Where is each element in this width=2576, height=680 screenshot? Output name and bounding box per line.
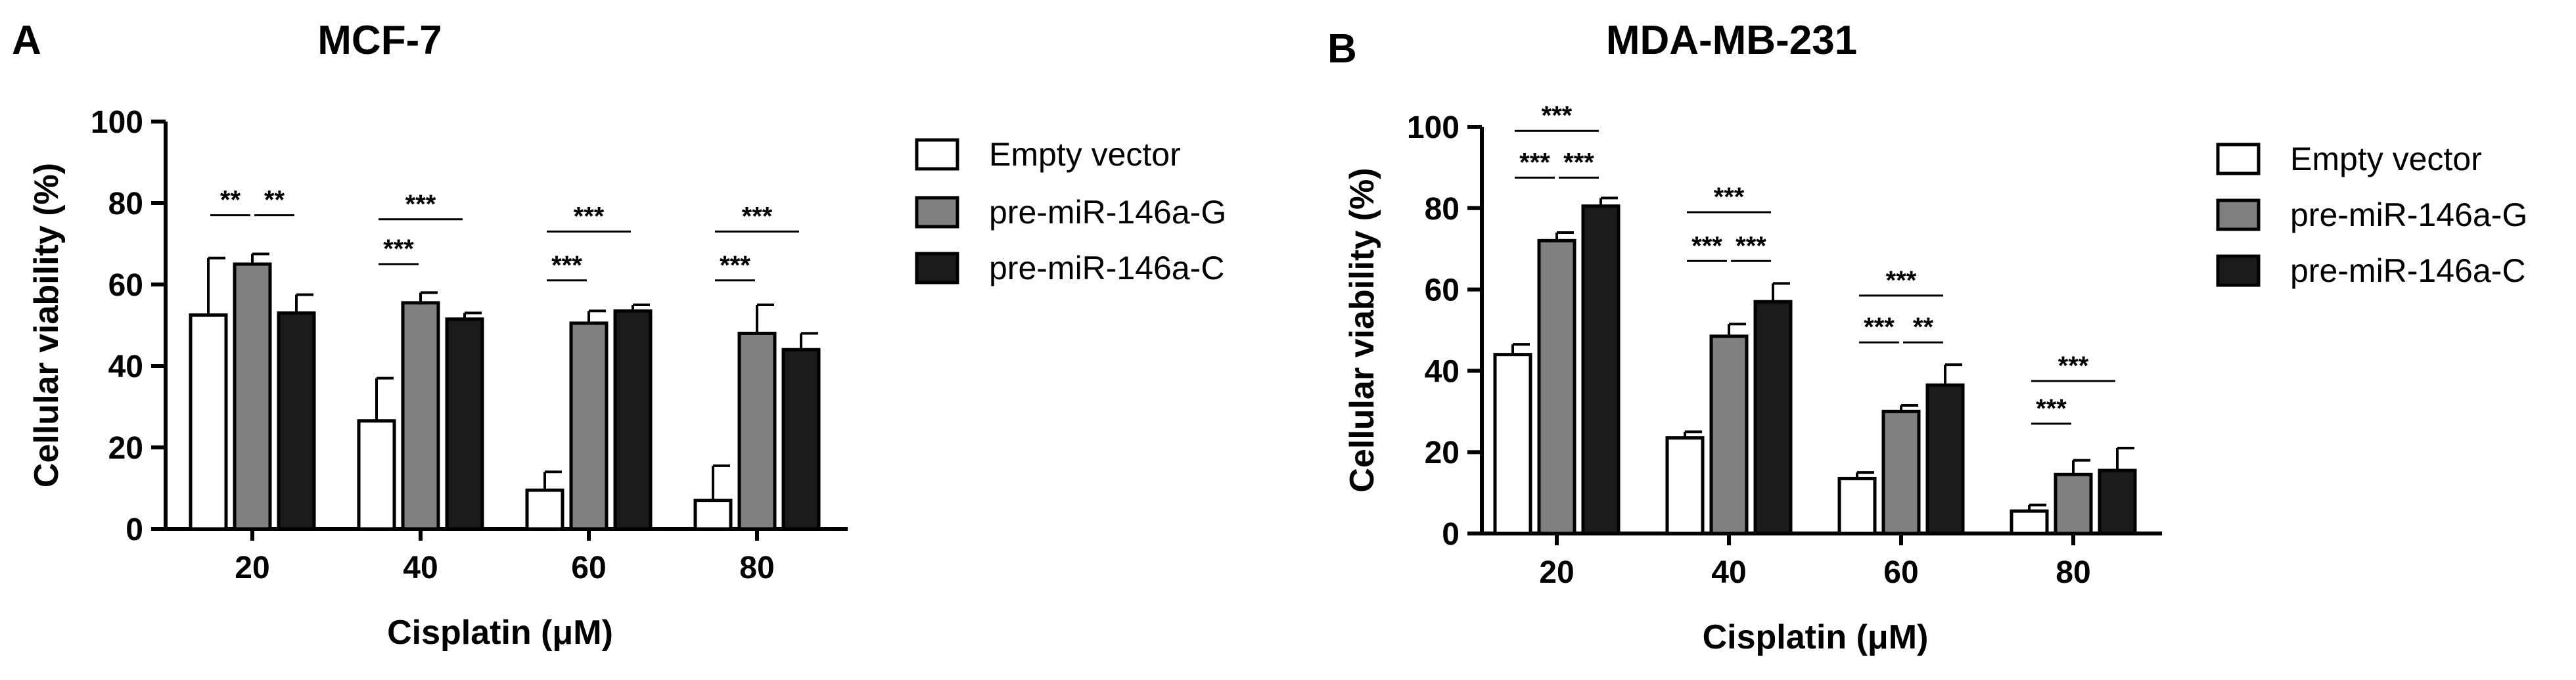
bar-empty-vector bbox=[357, 419, 396, 531]
bar-empty-vector bbox=[693, 499, 733, 531]
significance-stars: *** bbox=[1864, 313, 1895, 342]
panel-a-chart: A MCF-7 0 20 40 60 80 100 Cellular viability (%)… bbox=[12, 18, 1226, 652]
legend-swatch bbox=[915, 252, 959, 284]
significance-stars: *** bbox=[720, 251, 750, 280]
y-tick-label: 60 bbox=[1425, 273, 1460, 308]
significance-stars: *** bbox=[1519, 148, 1550, 177]
significance-stars: *** bbox=[1542, 101, 1573, 130]
legend-label: pre-miR-146a-G bbox=[2290, 196, 2527, 233]
panel-letter: B bbox=[1327, 26, 1357, 72]
bar-pre-mir-146a-g bbox=[233, 262, 272, 531]
legend-swatch bbox=[2216, 254, 2261, 287]
significance-stars: *** bbox=[742, 202, 773, 231]
legend-label: Empty vector bbox=[989, 136, 1181, 173]
significance-stars: *** bbox=[2036, 394, 2067, 423]
bar-empty-vector bbox=[525, 488, 564, 531]
y-tick-label: 0 bbox=[126, 512, 143, 547]
x-tick-label: 80 bbox=[2056, 555, 2090, 590]
x-tick-label: 60 bbox=[1883, 555, 1918, 590]
y-tick-label: 100 bbox=[1407, 110, 1460, 145]
bar-pre-mir-146a-c bbox=[2098, 468, 2137, 535]
significance-stars: ** bbox=[220, 186, 241, 215]
x-tick-label: 20 bbox=[1539, 555, 1574, 590]
significance-stars: *** bbox=[1886, 266, 1917, 295]
panel-letter: A bbox=[12, 18, 41, 63]
significance-stars: *** bbox=[383, 235, 414, 263]
y-tick-label: 40 bbox=[108, 350, 143, 384]
significance-stars: *** bbox=[1714, 183, 1745, 212]
bar-pre-mir-146a-g bbox=[1537, 238, 1576, 535]
significance-stars: *** bbox=[574, 202, 605, 231]
bar-pre-mir-146a-c bbox=[1925, 383, 1965, 535]
legend-swatch bbox=[2216, 198, 2261, 231]
x-axis-label: Cisplatin (μM) bbox=[1703, 618, 1929, 656]
y-tick-label: 80 bbox=[108, 187, 143, 221]
x-tick-label: 60 bbox=[571, 551, 606, 585]
y-tick-label: 0 bbox=[1442, 517, 1460, 552]
significance-stars: *** bbox=[1736, 231, 1766, 260]
x-tick-label: 80 bbox=[739, 551, 774, 585]
panel-title: MCF-7 bbox=[317, 18, 442, 63]
bar-pre-mir-146a-c bbox=[1581, 204, 1621, 535]
bar-pre-mir-146a-g bbox=[569, 321, 609, 531]
legend-label: pre-miR-146a-G bbox=[989, 194, 1226, 231]
y-tick-label: 80 bbox=[1425, 192, 1460, 227]
legend-label: pre-miR-146a-C bbox=[2290, 252, 2525, 289]
y-tick-label: 20 bbox=[1425, 436, 1460, 470]
y-tick-label: 100 bbox=[91, 105, 143, 140]
bar-pre-mir-146a-g bbox=[401, 301, 440, 531]
bar-empty-vector bbox=[1493, 353, 1532, 535]
x-tick-label: 20 bbox=[235, 551, 269, 585]
significance-stars: *** bbox=[1563, 148, 1594, 177]
bar-pre-mir-146a-g bbox=[737, 331, 777, 531]
y-tick-label: 60 bbox=[108, 268, 143, 303]
bar-pre-mir-146a-c bbox=[1753, 300, 1793, 535]
bar-empty-vector bbox=[1665, 436, 1705, 535]
bar-pre-mir-146a-g bbox=[2054, 472, 2093, 535]
significance-stars: *** bbox=[405, 190, 436, 219]
significance-stars: *** bbox=[2058, 351, 2089, 380]
y-axis-label: Cellular viability (%) bbox=[1343, 168, 1381, 492]
significance-stars: ** bbox=[264, 186, 285, 215]
y-tick-label: 20 bbox=[108, 431, 143, 466]
bar-pre-mir-146a-g bbox=[1881, 409, 1921, 535]
legend-swatch bbox=[2216, 143, 2261, 175]
legend-swatch bbox=[915, 138, 959, 171]
bar-empty-vector bbox=[189, 313, 228, 531]
bar-pre-mir-146a-c bbox=[445, 317, 484, 531]
legend-label: pre-miR-146a-C bbox=[989, 250, 1224, 286]
x-tick-label: 40 bbox=[403, 551, 438, 585]
legend-label: Empty vector bbox=[2290, 141, 2482, 177]
panel-title: MDA-MB-231 bbox=[1606, 18, 1857, 63]
x-tick-label: 40 bbox=[1711, 555, 1746, 590]
significance-stars: *** bbox=[551, 251, 582, 280]
bar-pre-mir-146a-c bbox=[277, 311, 316, 531]
legend-swatch bbox=[915, 196, 959, 229]
y-tick-label: 40 bbox=[1425, 354, 1460, 389]
significance-stars: *** bbox=[1691, 231, 1722, 260]
bar-pre-mir-146a-g bbox=[1709, 334, 1749, 535]
bar-empty-vector bbox=[1837, 476, 1877, 535]
panel-b-chart: B MDA-MB-231 0 20 40 60 80 100 Cellular viabilit… bbox=[1327, 18, 2527, 656]
significance-stars: ** bbox=[1913, 313, 1934, 342]
bar-pre-mir-146a-c bbox=[613, 309, 653, 531]
x-axis-label: Cisplatin (μM) bbox=[387, 614, 613, 652]
y-axis-label: Cellular viability (%) bbox=[28, 163, 66, 487]
bar-empty-vector bbox=[2010, 509, 2049, 535]
bar-pre-mir-146a-c bbox=[781, 348, 821, 531]
